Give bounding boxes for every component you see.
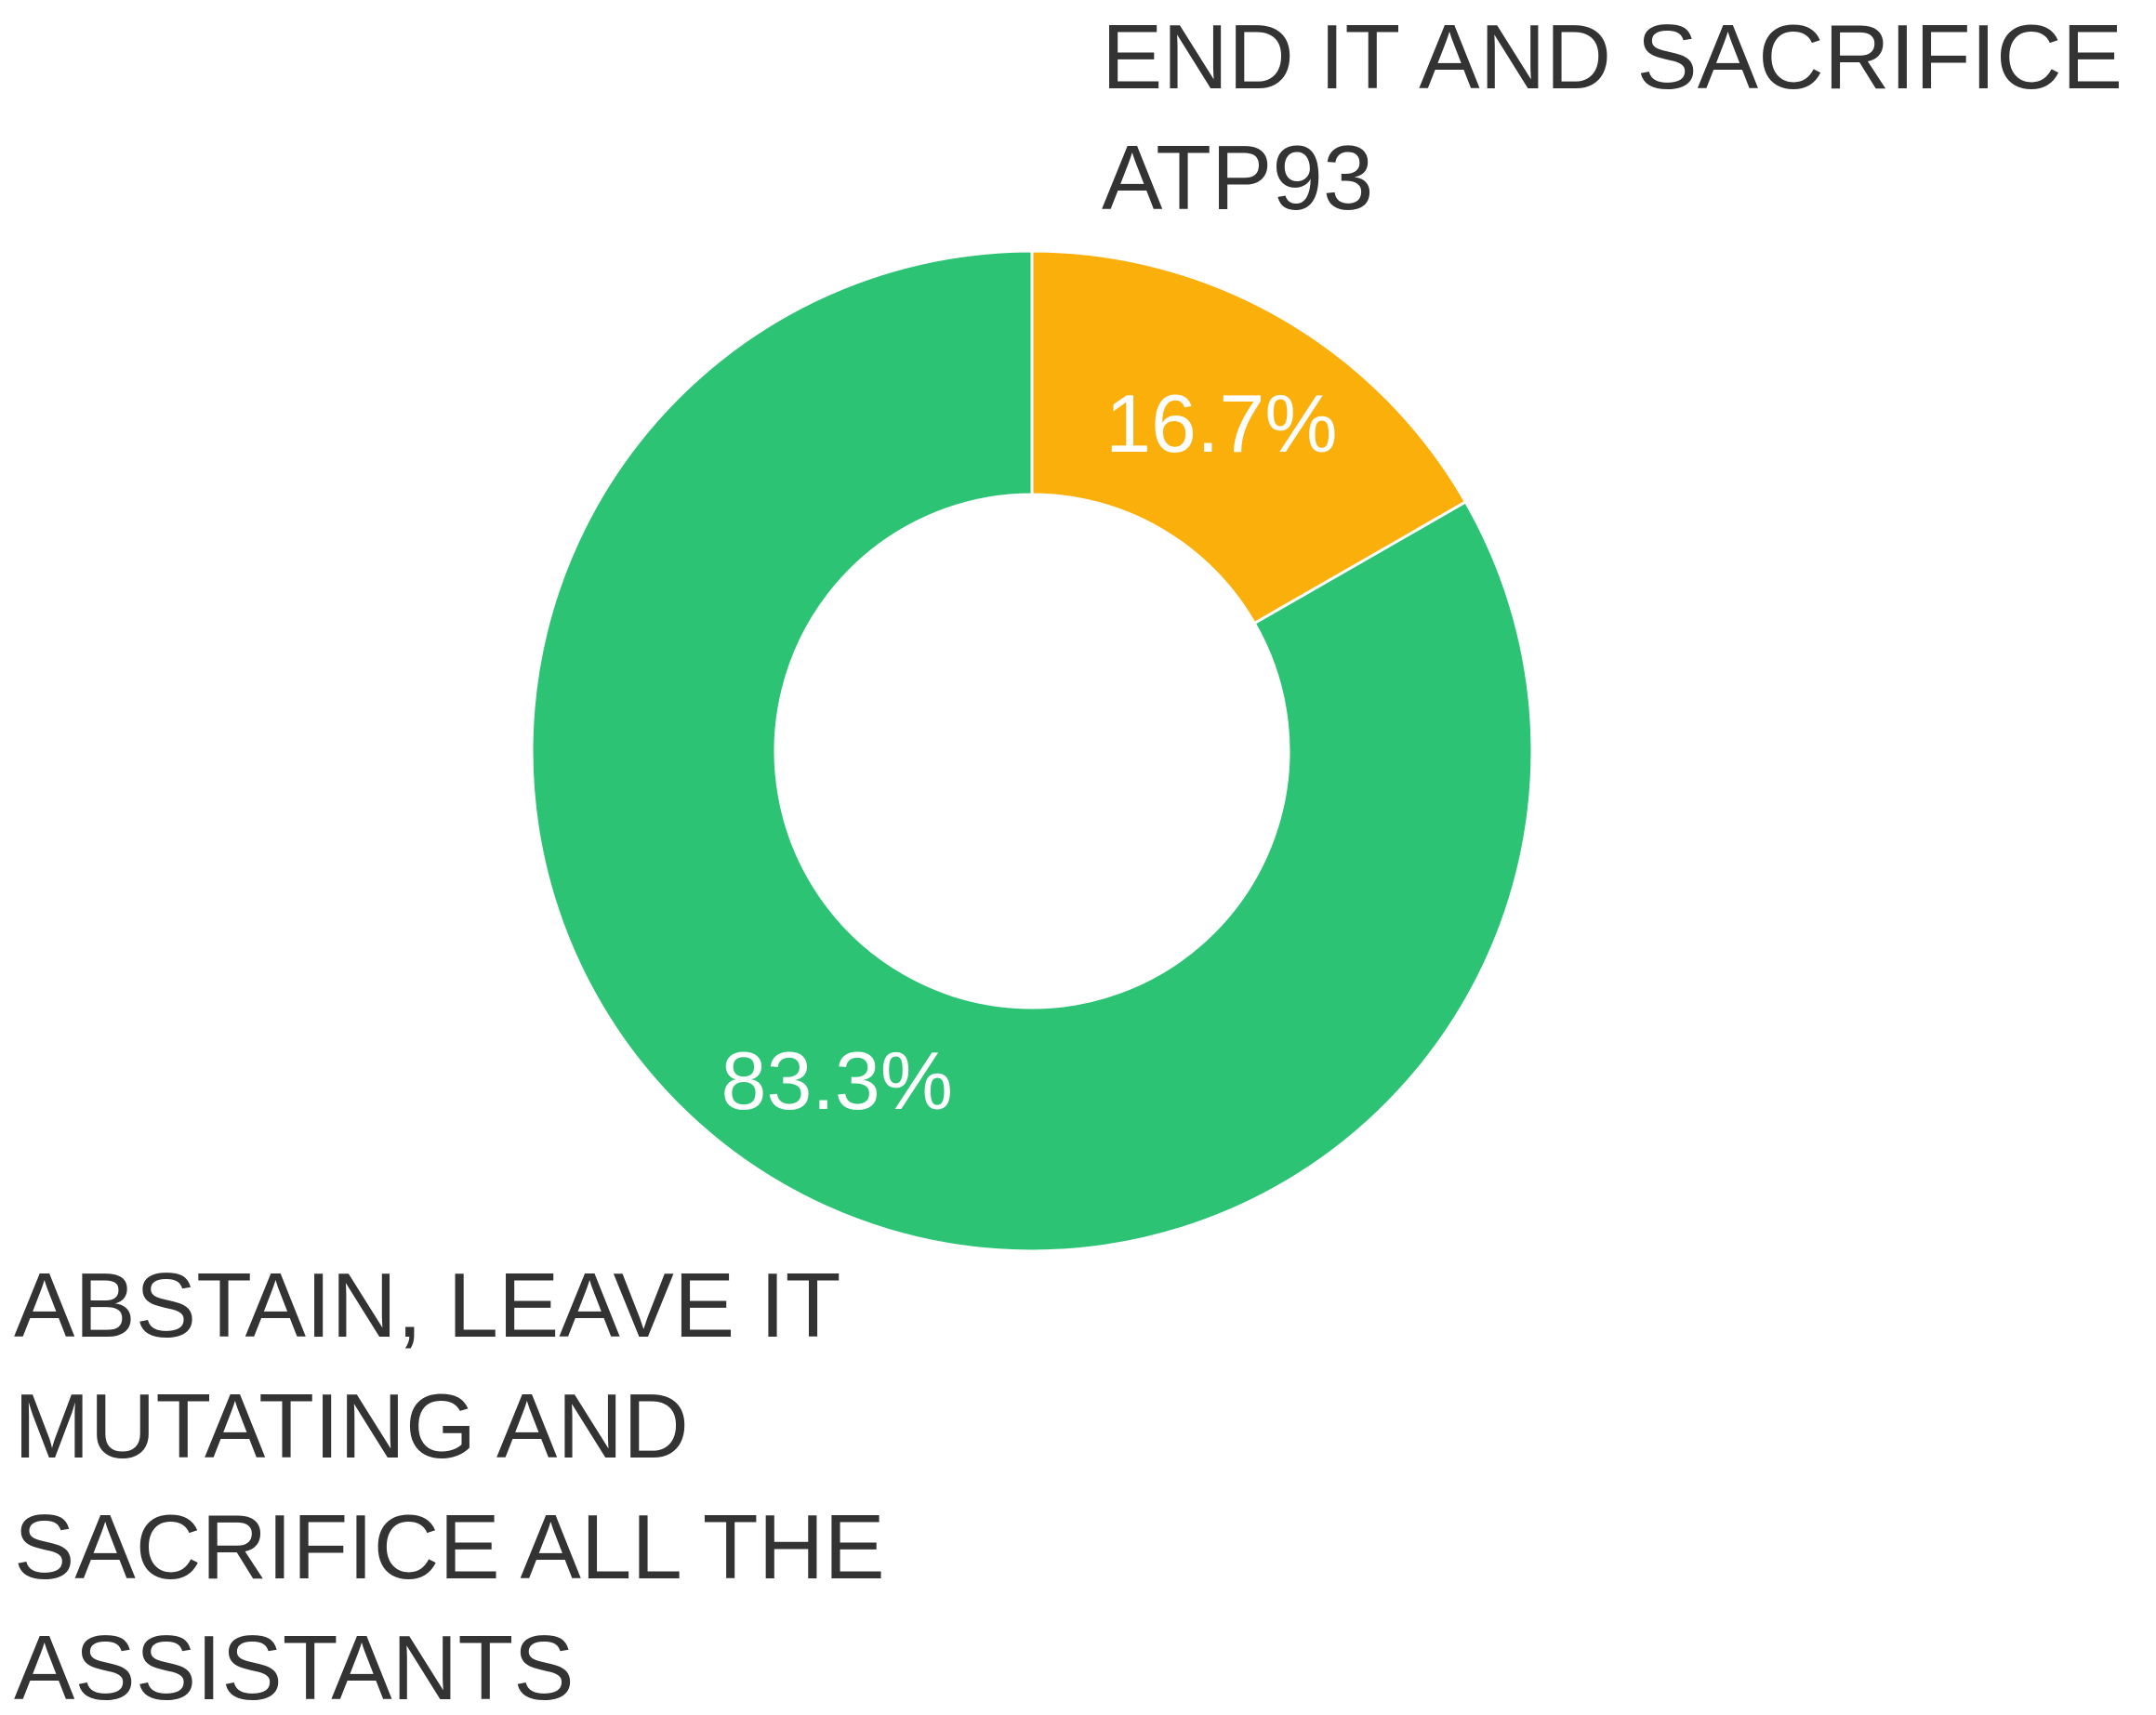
slice-category-label-line: ATP93 [1102,126,1373,229]
slice-category-label-line: ABSTAIN, LEAVE IT [14,1254,841,1356]
slice-category-label-0: END IT AND SACRIFICE ATP93 [1102,6,2123,229]
slice-category-label-line: MUTATING AND [14,1375,689,1477]
donut-slice-0 [1030,249,1468,626]
slice-category-label-line: END IT AND SACRIFICE [1102,6,2123,108]
donut-slice-1 [530,249,1534,1253]
slice-category-label-line: SACRIFICE ALL THE [14,1496,885,1598]
slice-value-label-0: 16.7% [1105,377,1338,469]
slice-category-label-line: ASSISTANTS [14,1616,575,1715]
slice-category-label-1: ABSTAIN, LEAVE IT MUTATING AND SACRIFICE A… [14,1254,885,1715]
slice-value-label-1: 83.3% [721,1035,954,1127]
